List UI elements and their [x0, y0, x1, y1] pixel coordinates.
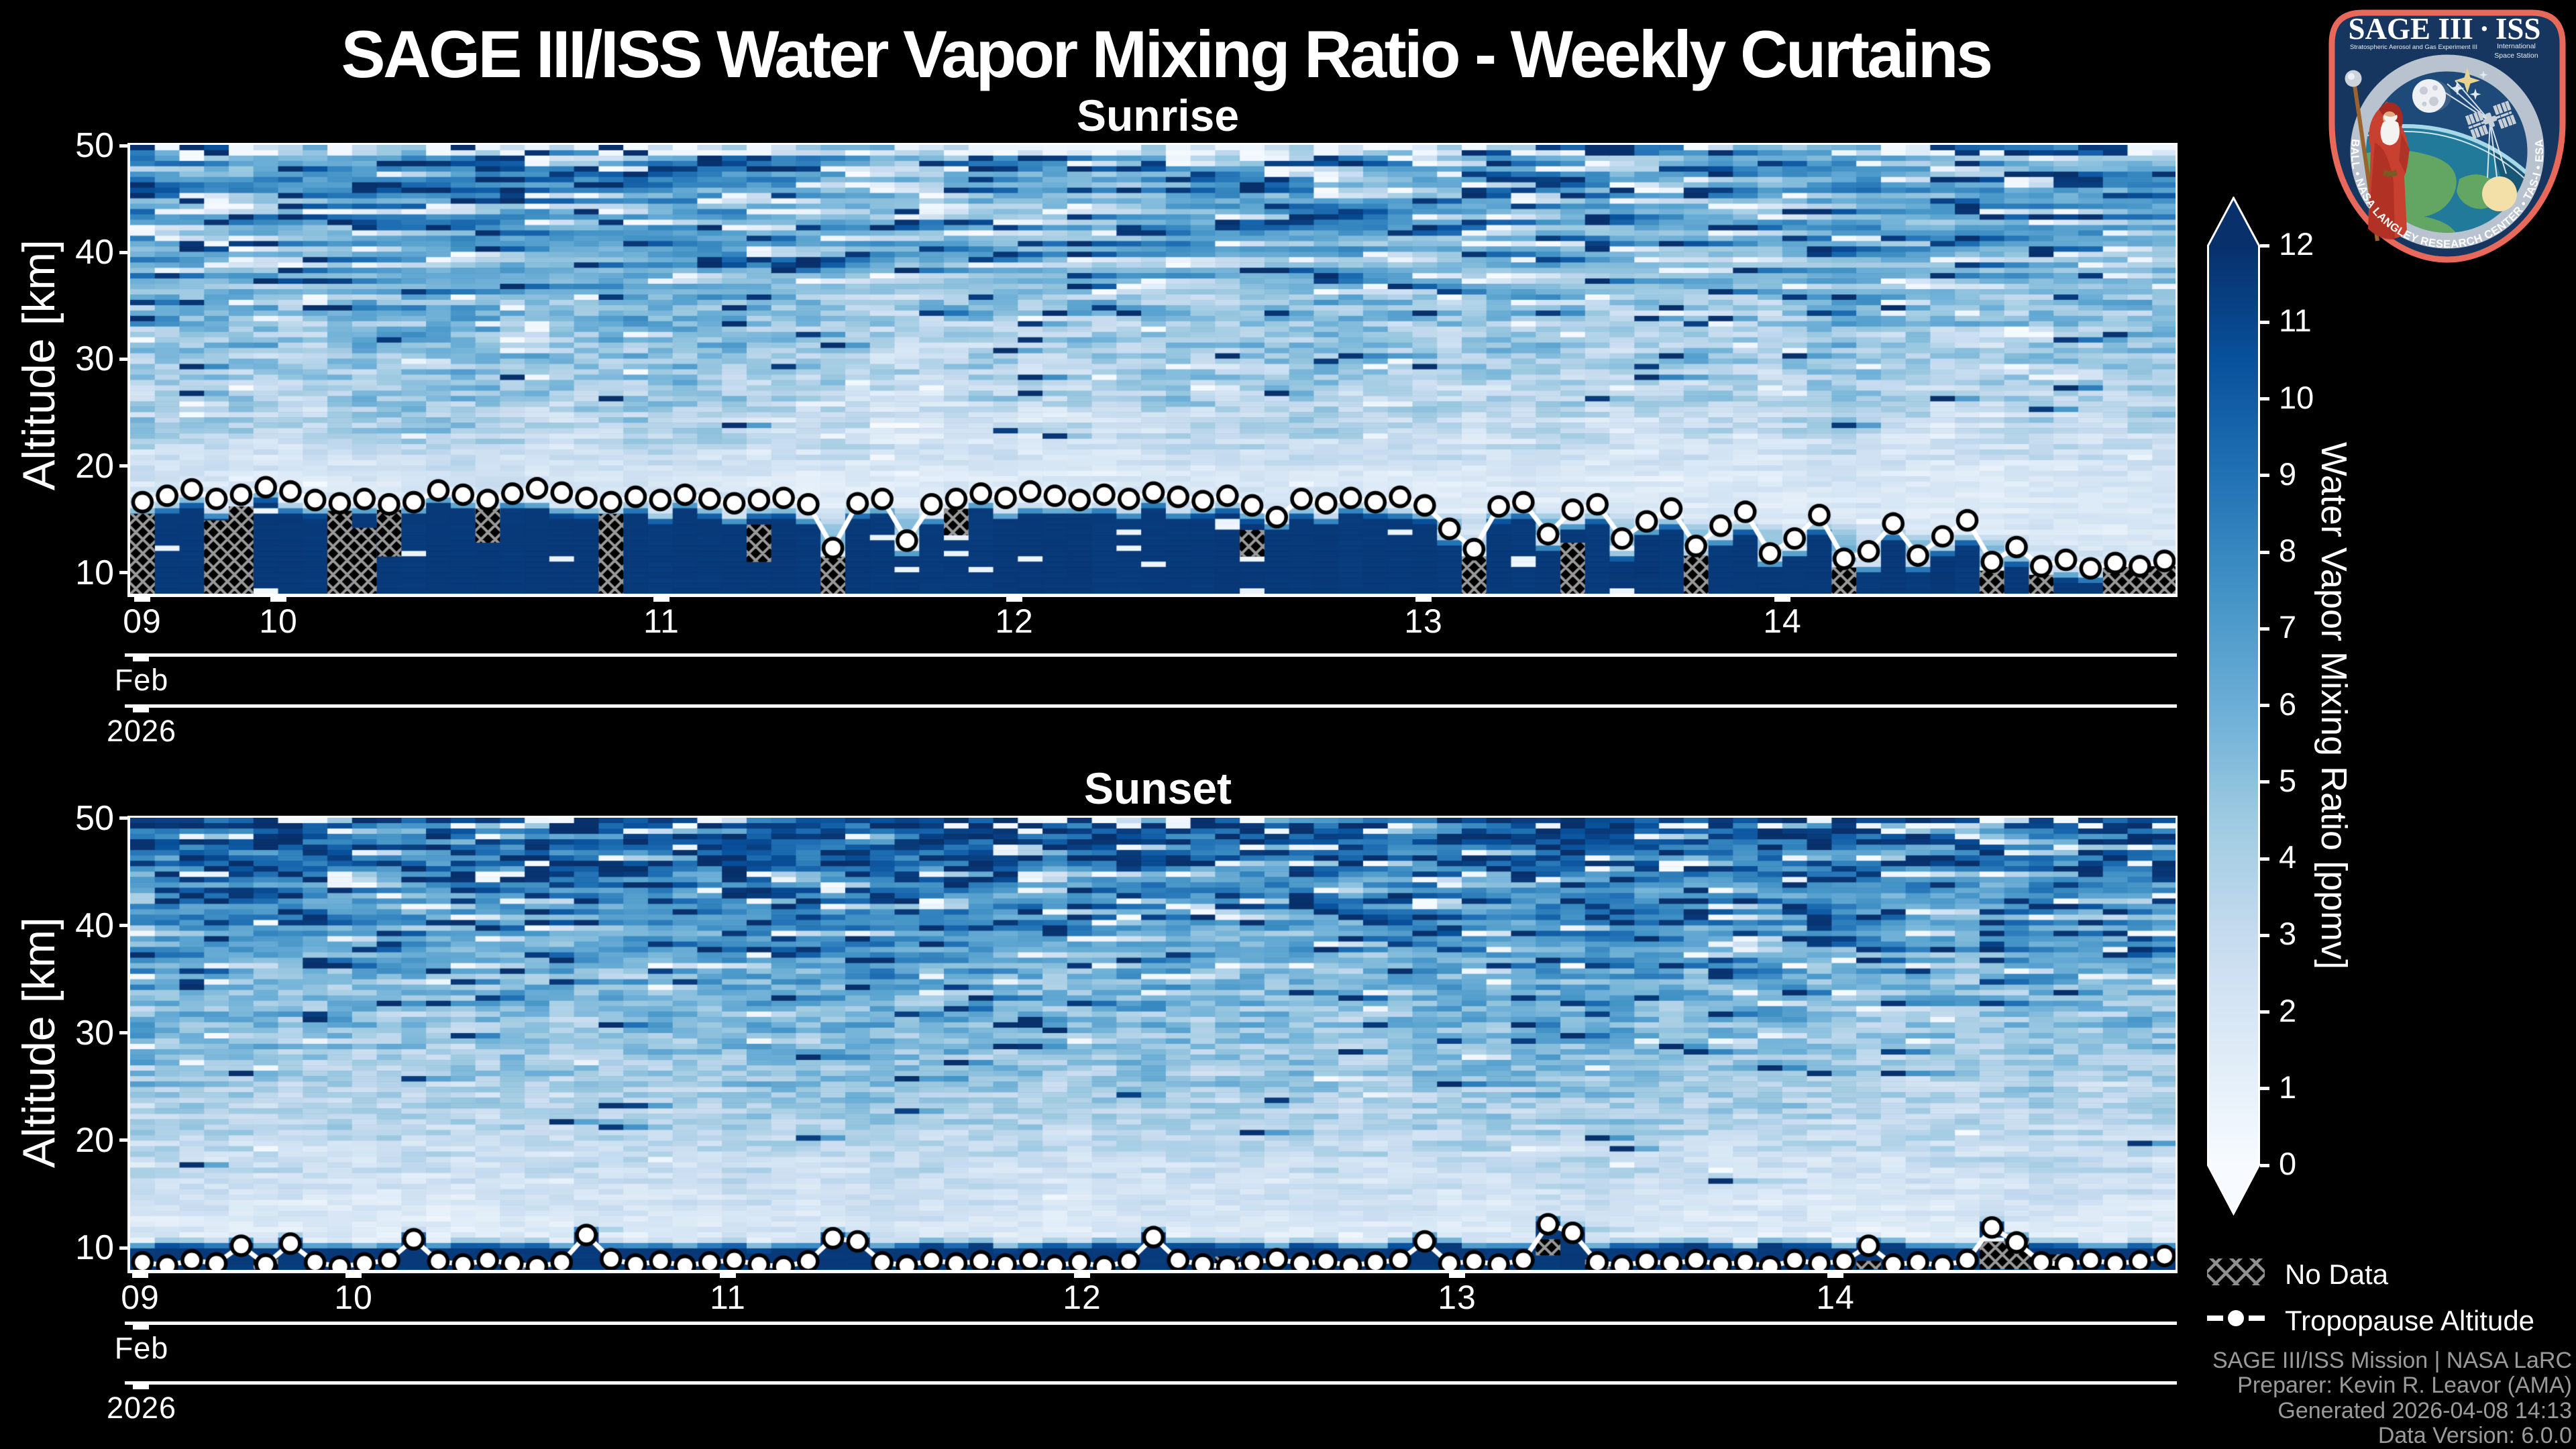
svg-text:SAGE III · ISS: SAGE III · ISS [2349, 12, 2541, 46]
svg-text:Stratospheric Aerosol and Gas: Stratospheric Aerosol and Gas Experiment… [2350, 44, 2477, 51]
svg-text:Space Station: Space Station [2494, 52, 2538, 60]
svg-text:International: International [2497, 42, 2536, 50]
